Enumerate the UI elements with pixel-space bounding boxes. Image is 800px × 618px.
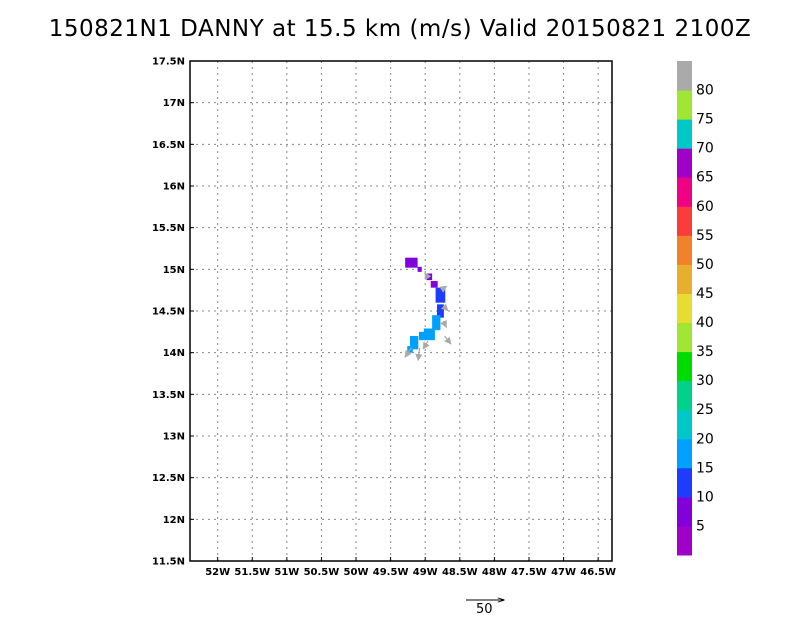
x-tick-label: 50.5W (304, 567, 340, 578)
wind-speed-cell (435, 287, 446, 303)
y-tick-label: 13N (163, 432, 185, 443)
colorbar-segment (677, 206, 692, 236)
wind-speed-cell (423, 328, 435, 341)
wind-vector (415, 347, 423, 362)
y-tick-label: 14N (163, 348, 185, 359)
wind-vector (440, 319, 447, 329)
colorbar-label: 40 (696, 315, 714, 331)
x-tick-label: 47W (551, 567, 576, 578)
colorbar-label: 45 (696, 286, 714, 302)
x-tick-label: 51W (274, 567, 299, 578)
wind-speed-cell (405, 257, 418, 268)
grid-lines (190, 60, 612, 562)
colorbar: 5 10 15 20 25 30 35 40 45 50 55 60 65 70 75 80 (677, 61, 714, 556)
wind-vector (404, 347, 412, 358)
wind-vector (424, 272, 432, 281)
colorbar-segment (677, 293, 692, 324)
colorbar-label: 20 (696, 431, 714, 447)
colorbar-segment (677, 322, 692, 353)
x-tick-label: 48W (482, 567, 507, 578)
wind-vector (422, 340, 430, 350)
x-tick-label: 47.5W (511, 567, 547, 578)
x-tick-label: 50W (344, 567, 369, 578)
reference-vector-label: 50 (476, 602, 493, 617)
colorbar-label: 15 (696, 460, 714, 476)
colorbar-segment (677, 409, 692, 440)
x-tick-label: 49W (413, 567, 438, 578)
wind-speed-cell (436, 304, 444, 318)
wind-vector (440, 303, 449, 312)
colorbar-segment (677, 264, 692, 294)
colorbar-label: 65 (696, 170, 714, 186)
colorbar-segment (677, 496, 692, 527)
x-tick-label: 52W (205, 567, 230, 578)
y-tick-label: 15.5N (152, 223, 185, 234)
colorbar-segment (677, 90, 692, 120)
colorbar-label: 70 (696, 141, 714, 157)
wind-speed-cell (430, 281, 438, 288)
wind-speed-cell (418, 331, 426, 341)
y-tick-label: 17N (163, 98, 185, 109)
colorbar-label: 75 (696, 112, 714, 128)
y-tick-label: 12N (163, 515, 185, 526)
colorbar-segment (677, 467, 692, 498)
colorbar-segment (677, 438, 692, 469)
y-tick-label: 17.5N (152, 57, 185, 68)
colorbar-segment (677, 525, 692, 556)
colorbar-label: 60 (696, 199, 714, 215)
wind-speed-cell (409, 336, 419, 350)
colorbar-label: 5 (696, 518, 705, 534)
colorbar-label: 30 (696, 373, 714, 389)
y-axis-ticks: 11.5N 12N 12.5N 13N 13.5N 14N 14.5N 15N 15.5N 16N… (152, 57, 194, 568)
colorbar-segment (677, 380, 692, 411)
colorbar-label: 25 (696, 402, 714, 418)
colorbar-label: 55 (696, 228, 714, 244)
wind-vector (444, 335, 452, 345)
y-tick-label: 15N (163, 265, 185, 276)
y-tick-label: 16.5N (152, 140, 185, 151)
colorbar-label: 10 (696, 489, 714, 505)
colorbar-segment (677, 177, 692, 207)
colorbar-segment (677, 235, 692, 265)
y-tick-label: 16N (163, 182, 185, 193)
y-tick-label: 11.5N (152, 557, 185, 568)
y-tick-label: 14.5N (152, 307, 185, 318)
x-axis-ticks: 52W 51.5W 51W 50.5W 50W 49.5W 49W 48.5W 48W 47.5W… (205, 557, 616, 578)
wind-speed-cell (417, 266, 422, 272)
y-tick-label: 12.5N (152, 473, 185, 484)
chart-title: 150821N1 DANNY at 15.5 km (m/s) Valid 20… (48, 16, 752, 42)
x-tick-label: 48.5W (442, 567, 478, 578)
colorbar-segment (677, 61, 692, 91)
colorbar-label: 50 (696, 257, 714, 273)
x-tick-label: 49.5W (373, 567, 409, 578)
colorbar-label: 80 (696, 83, 714, 99)
colorbar-label: 35 (696, 344, 714, 360)
colorbar-segment (677, 119, 692, 149)
wind-speed-cell (432, 315, 441, 331)
reference-vector: 50 (466, 600, 504, 617)
wind-vector (439, 285, 448, 293)
y-tick-label: 13.5N (152, 390, 185, 401)
x-tick-label: 46.5W (580, 567, 616, 578)
wind-vectors (404, 272, 452, 362)
colorbar-segment (677, 351, 692, 382)
colorbar-segment (677, 148, 692, 178)
x-tick-label: 51.5W (234, 567, 270, 578)
